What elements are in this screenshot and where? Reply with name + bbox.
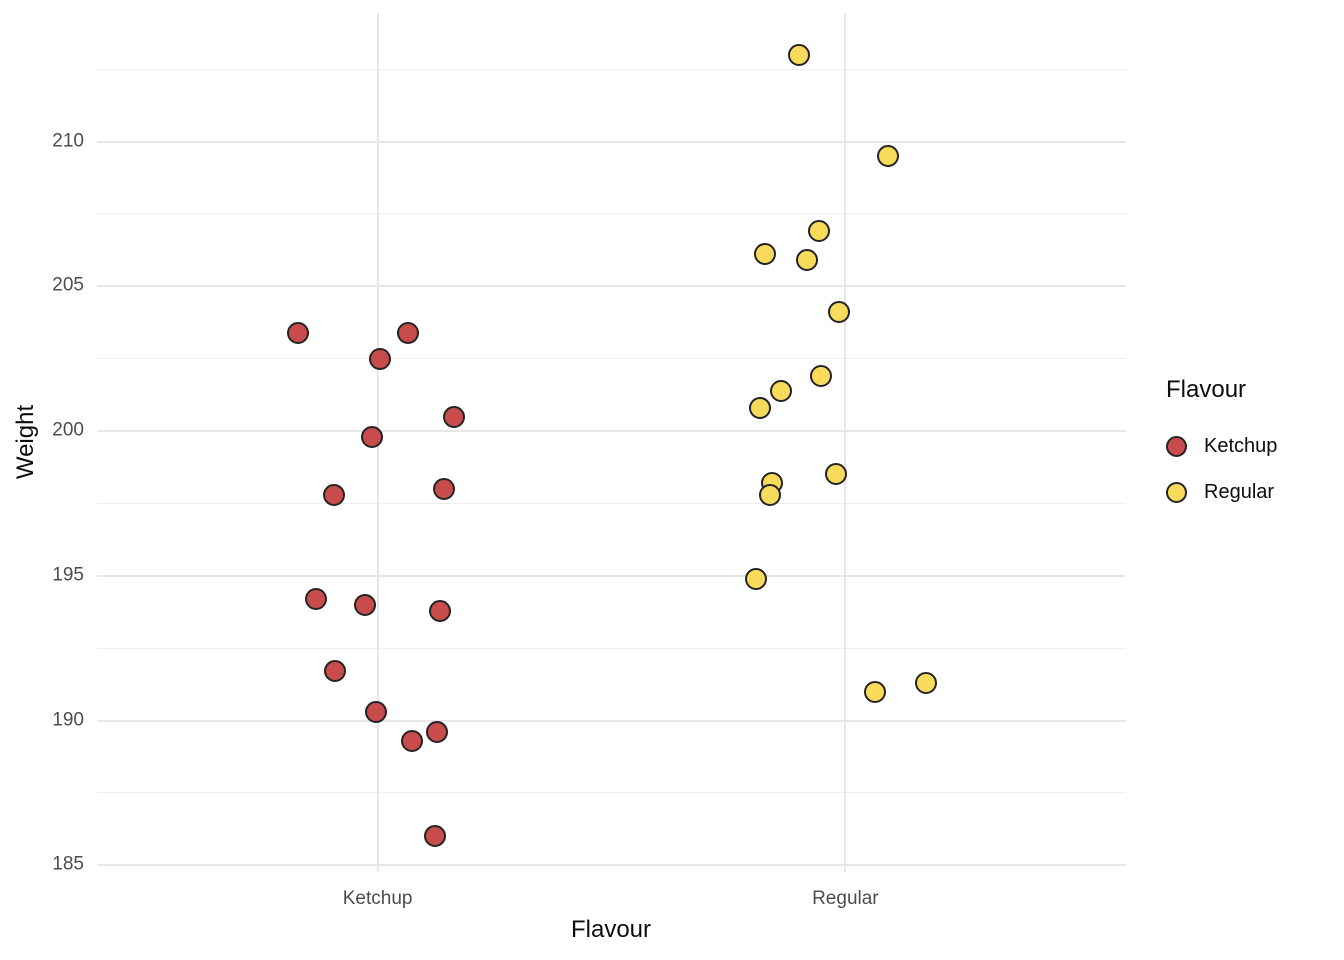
data-point-ketchup (354, 593, 376, 616)
data-point-ketchup (400, 729, 423, 752)
major-gridline (97, 140, 1126, 143)
legend: Flavour Ketchup Regular (1166, 376, 1277, 526)
data-point-ketchup (369, 347, 392, 370)
category-gridline (844, 13, 847, 872)
y-axis-title: Weight (12, 404, 39, 480)
data-point-regular (759, 483, 782, 506)
data-point-ketchup (425, 721, 448, 744)
data-point-regular (787, 43, 810, 66)
minor-gridline (97, 213, 1126, 215)
minor-gridline (97, 68, 1126, 70)
minor-gridline (97, 792, 1126, 794)
y-tick-label: 190 (52, 709, 84, 731)
data-point-regular (748, 396, 771, 419)
x-tick-label: Regular (812, 888, 879, 909)
minor-gridline (97, 358, 1126, 360)
y-tick-label: 200 (52, 419, 84, 441)
data-point-ketchup (304, 587, 327, 610)
legend-item-ketchup: Ketchup (1166, 434, 1277, 458)
data-point-ketchup (323, 483, 346, 506)
data-point-ketchup (324, 660, 347, 683)
minor-gridline (97, 502, 1126, 504)
data-point-regular (807, 220, 830, 243)
data-point-regular (795, 249, 818, 272)
data-point-ketchup (360, 425, 383, 448)
major-gridline (97, 430, 1126, 433)
data-point-regular (770, 379, 793, 402)
major-gridline (97, 574, 1126, 577)
data-point-ketchup (364, 700, 387, 723)
data-point-regular (745, 567, 768, 590)
data-point-ketchup (396, 321, 419, 344)
data-point-regular (828, 301, 851, 324)
data-point-regular (915, 671, 938, 694)
major-gridline (97, 719, 1126, 722)
data-point-regular (864, 680, 887, 703)
plot-panel (97, 13, 1126, 872)
data-point-ketchup (432, 477, 455, 500)
y-tick-label: 210 (52, 130, 84, 152)
legend-title: Flavour (1166, 376, 1247, 403)
major-gridline (97, 285, 1126, 288)
legend-label-regular: Regular (1204, 480, 1275, 503)
data-point-ketchup (287, 321, 310, 344)
major-gridline (97, 864, 1126, 867)
legend-item-regular: Regular (1166, 480, 1277, 504)
legend-label-ketchup: Ketchup (1204, 434, 1278, 457)
x-axis-title: Flavour (570, 916, 652, 943)
minor-gridline (97, 647, 1126, 649)
data-point-regular (877, 145, 900, 168)
data-point-regular (754, 243, 777, 266)
ketchup-key-icon (1166, 435, 1187, 457)
regular-key-icon (1166, 481, 1187, 503)
x-tick-label: Ketchup (342, 888, 413, 909)
data-point-ketchup (423, 825, 446, 848)
data-point-regular (810, 365, 833, 388)
y-tick-label: 205 (52, 274, 84, 296)
data-point-ketchup (442, 405, 465, 428)
y-tick-label: 185 (52, 853, 84, 875)
y-tick-label: 195 (52, 564, 84, 586)
data-point-regular (825, 463, 848, 486)
data-point-ketchup (428, 599, 451, 622)
